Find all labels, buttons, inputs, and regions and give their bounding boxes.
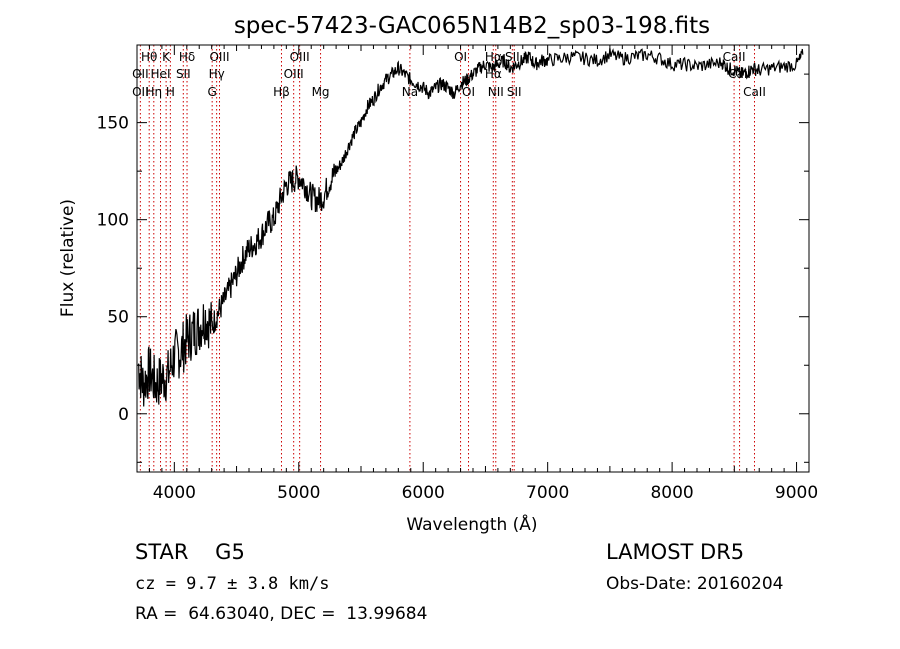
spectral-line-label: OI	[462, 85, 475, 99]
obs-date-text: Obs-Date: 20160204	[606, 574, 784, 594]
x-tick-label: 4000	[153, 483, 196, 503]
spectral-line-label: Hη	[145, 85, 162, 99]
coordinates-text: RA = 64.63040, DEC = 13.99684	[135, 604, 428, 624]
spectral-line-label: CaII	[723, 50, 746, 64]
spectral-line-label: OII	[132, 85, 149, 99]
spectral-line-label: CaII	[743, 85, 766, 99]
spectral-line-label: Hα	[485, 50, 502, 64]
spectral-line-label: Mg	[312, 85, 330, 99]
line-markers	[139, 45, 755, 472]
spectral-line-label: SII	[507, 85, 522, 99]
redshift-text: cz = 9.7 ± 3.8 km/s	[135, 574, 330, 594]
y-tick-label: 0	[118, 405, 129, 425]
spectral-line-label: OIII	[209, 50, 229, 64]
spectral-line-label: K	[162, 50, 171, 64]
spectral-line-label: CaII	[728, 67, 751, 81]
x-tick-label: 8000	[650, 483, 693, 503]
spectral-line-label: H	[166, 85, 175, 99]
axis-ticks: 4000 5000 6000 7000 8000 9000 0 50 100 150	[97, 45, 818, 503]
spectral-line-label: HeI	[151, 67, 171, 81]
x-tick-label: 6000	[402, 483, 445, 503]
y-axis-label: Flux (relative)	[58, 199, 78, 317]
x-tick-label: 9000	[775, 483, 818, 503]
spectral-line-label: OIII	[284, 67, 304, 81]
spectral-line-label: Hδ	[179, 50, 195, 64]
x-tick-label: 5000	[277, 483, 320, 503]
spectral-line-label: Hβ	[273, 85, 290, 99]
spectral-line-label: OIII	[290, 50, 310, 64]
chart-title: spec-57423-GAC065N14B2_sp03-198.fits	[234, 13, 710, 39]
x-axis-label: Wavelength (Å)	[406, 513, 537, 535]
spectral-line-label: Hα	[485, 67, 502, 81]
star-class-label: STAR G5	[135, 540, 245, 564]
spectral-line-label: OII	[132, 67, 149, 81]
spectral-line-label: Hγ	[209, 67, 225, 81]
spectral-line-label: SII	[176, 67, 191, 81]
y-tick-label: 150	[97, 114, 129, 134]
y-tick-label: 100	[97, 211, 129, 231]
spectral-line-label: OI	[454, 50, 467, 64]
spectral-line-label: Hθ	[141, 50, 157, 64]
x-tick-label: 7000	[526, 483, 569, 503]
y-tick-label: 50	[107, 308, 129, 328]
survey-label: LAMOST DR5	[606, 540, 745, 564]
spectrum-line	[137, 48, 804, 407]
spectral-line-label: SII	[505, 50, 520, 64]
spectral-line-label: G	[208, 85, 217, 99]
spectral-line-label: NII	[488, 85, 504, 99]
spectral-line-label: Na	[402, 85, 418, 99]
